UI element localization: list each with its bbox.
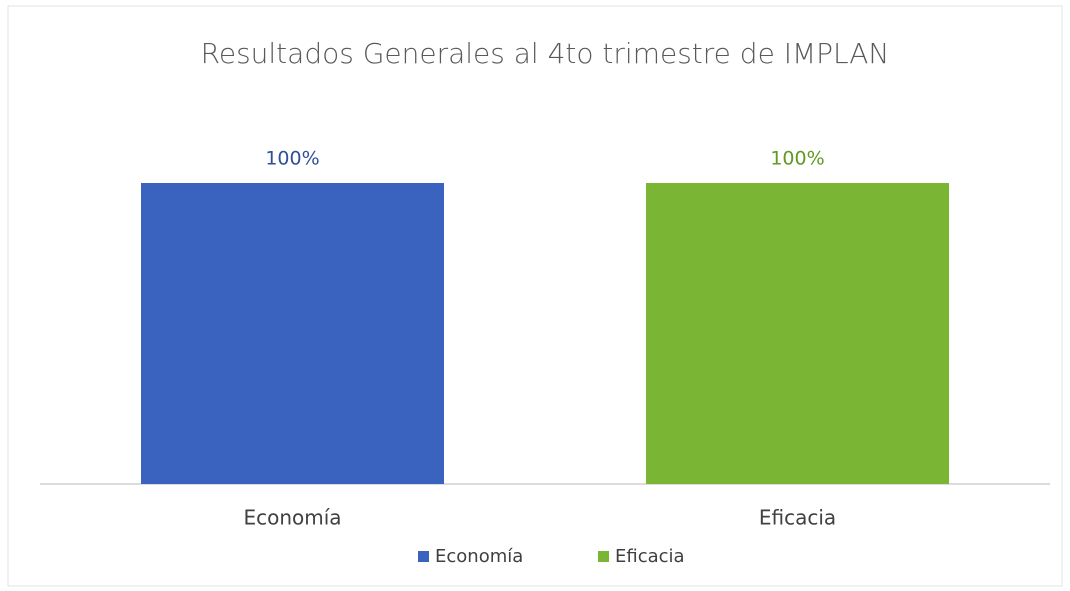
value-label: 100% [770,148,824,170]
value-label: 100% [265,148,319,170]
x-tick-label: Economía [243,506,341,530]
bar [646,183,949,484]
chart-title: Resultados Generales al 4to trimestre de… [201,37,890,70]
x-tick-label: Eficacia [759,506,836,530]
legend-label: Eficacia [615,546,685,567]
legend-label: Economía [435,546,523,567]
bar [141,183,444,484]
legend-swatch [598,551,609,562]
legend-swatch [418,551,429,562]
